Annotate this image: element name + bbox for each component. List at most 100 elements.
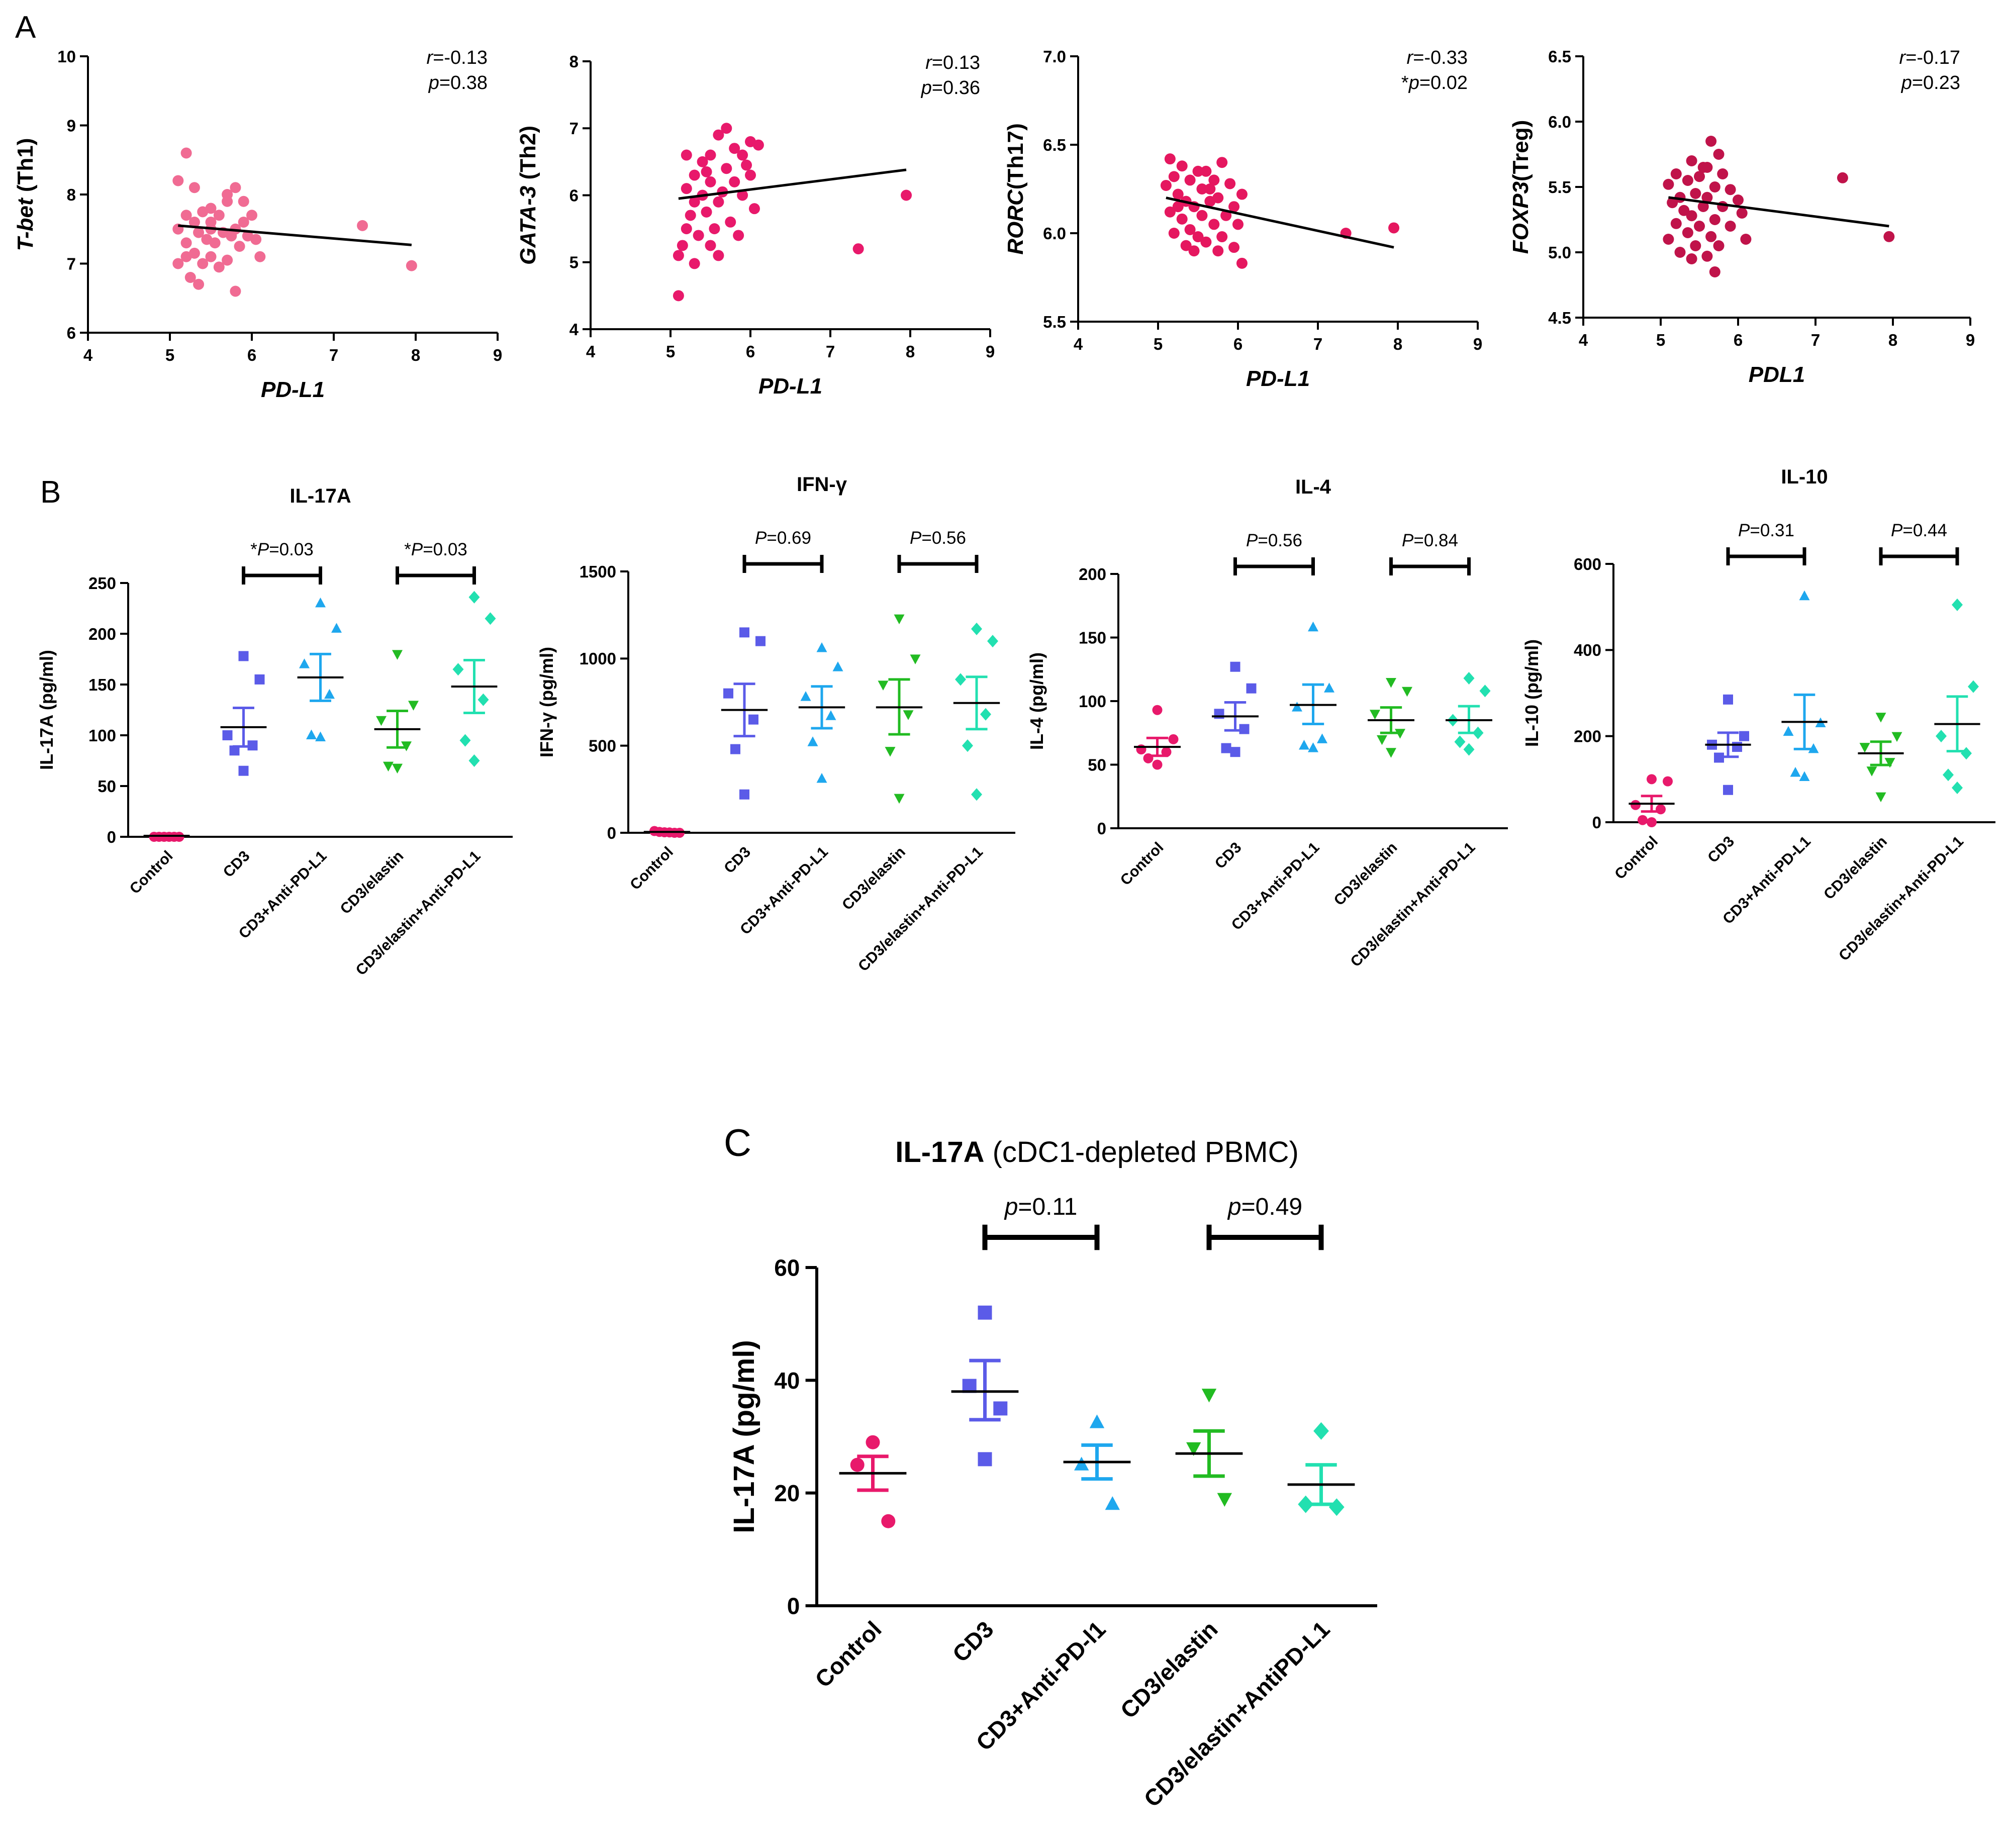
a2-y-tick-label: 8 (569, 52, 579, 71)
a2-data-point (677, 240, 688, 251)
a1-y-tick-label: 6 (67, 324, 76, 342)
a3-data-point (1236, 257, 1248, 269)
a4-stat-r: r=-0.17 (1899, 47, 1960, 68)
c1-title: IL-17A (cDC1-depleted PBMC) (895, 1136, 1299, 1169)
c1-y-tick-label: 60 (774, 1255, 800, 1281)
a4-data-point (1709, 266, 1721, 277)
a4-x-tick-label: 7 (1811, 331, 1820, 349)
a4-data-point (1686, 155, 1697, 166)
b4-data-point (1943, 768, 1954, 782)
a2-data-point (697, 156, 708, 167)
b3-data-point (1386, 748, 1396, 758)
b4-data-point (1631, 800, 1641, 810)
a3-y-tick-label: 5.5 (1043, 313, 1066, 331)
a3-y-tick-label: 6.0 (1043, 224, 1066, 243)
b4-data-point (1790, 766, 1801, 777)
a2-data-point (689, 258, 700, 269)
a2-data-point (729, 176, 740, 187)
b3-data-point (1377, 735, 1387, 745)
a1-data-point (250, 234, 262, 245)
c1-data-point (1328, 1498, 1345, 1516)
a4-data-point (1682, 227, 1693, 238)
b1-y-tick-label: 100 (88, 726, 116, 745)
panel-label-a: A (15, 10, 36, 45)
b2-p-value: P=0.56 (910, 528, 966, 548)
a4-data-point (1701, 191, 1713, 203)
c1-category-label: CD3/elastin (1115, 1616, 1223, 1723)
b3-data-point (1386, 678, 1396, 688)
b4-data-point (1968, 680, 1979, 693)
b4-y-tick-label: 400 (1574, 641, 1601, 659)
b3-data-point (1152, 759, 1163, 770)
a2-data-point (852, 243, 864, 255)
b2-data-point (910, 654, 921, 664)
a2-y-axis-label: GATA-3 (Th2) (516, 126, 540, 265)
a1-data-point (238, 196, 249, 207)
a1-data-point (172, 258, 184, 269)
b4-y-axis-label: IL-10 (pg/ml) (1521, 639, 1542, 747)
c1-data-point (850, 1457, 865, 1472)
a2-x-tick-label: 7 (826, 342, 835, 361)
c1-data-point (978, 1452, 992, 1467)
b4-data-point (1656, 804, 1666, 815)
a1-x-axis-label: PD-L1 (261, 377, 325, 402)
b2-data-point (971, 788, 982, 801)
a4-data-point (1725, 221, 1736, 232)
b4-data-point (1647, 817, 1657, 827)
b3-category-label: CD3 (1212, 839, 1245, 872)
a2-regression-line (678, 168, 907, 200)
b2-title: IFN-γ (797, 473, 847, 496)
b3-data-point (1463, 743, 1475, 756)
b1-data-point (477, 693, 489, 706)
b1-data-point (306, 729, 317, 739)
a1-data-point (254, 251, 266, 262)
b3-category-label: Control (1117, 839, 1167, 889)
a4-y-tick-label: 5.0 (1548, 243, 1571, 262)
a2-x-tick-label: 8 (906, 342, 915, 361)
a2-stat-r: r=0.13 (925, 52, 980, 73)
a1-data-point (180, 210, 192, 221)
c1-p-value: p=0.49 (1227, 1194, 1302, 1220)
b4-data-point (1952, 781, 1963, 794)
b2-data-point (816, 773, 827, 783)
b4-data-point (1723, 694, 1733, 705)
c1-y-tick-label: 40 (774, 1368, 800, 1394)
b1-data-point (222, 730, 233, 740)
b4-p-value: P=0.31 (1738, 521, 1794, 540)
a3-data-point (1196, 210, 1208, 221)
a2-data-point (721, 123, 732, 134)
b2-category-label: CD3/elastin (839, 844, 909, 914)
c1-data-point (1217, 1493, 1232, 1507)
b2-data-point (980, 708, 991, 721)
b2-data-point (955, 673, 966, 686)
b4-data-point (1936, 730, 1947, 743)
a3-x-tick-label: 7 (1313, 335, 1322, 353)
a2-y-tick-label: 5 (569, 253, 579, 272)
b3-data-point (1246, 683, 1257, 694)
a2-data-point (901, 189, 912, 201)
b2-data-point (723, 688, 733, 699)
a3-x-tick-label: 4 (1074, 335, 1083, 353)
a1-data-point (238, 217, 249, 228)
b2-y-tick-label: 0 (607, 824, 616, 842)
b1-y-axis-label: IL-17A (pg/ml) (36, 650, 57, 770)
a2-data-point (693, 230, 704, 241)
a2-data-point (685, 210, 696, 221)
a2-data-point (701, 206, 712, 218)
a4-data-point (1713, 149, 1725, 160)
b3-data-point (1299, 740, 1309, 750)
b1-data-point (315, 597, 326, 608)
a3-data-point (1224, 178, 1236, 189)
a1-data-point (197, 206, 209, 218)
b2-data-point (816, 642, 827, 652)
a3-data-point (1216, 231, 1228, 243)
a4-data-point (1678, 205, 1690, 216)
a2-data-point (713, 250, 724, 261)
b1-data-point (485, 612, 496, 625)
a4-regression-line (1668, 196, 1889, 228)
a3-data-point (1204, 183, 1216, 194)
a2-data-point (713, 129, 724, 141)
c1-data-point (881, 1514, 896, 1528)
a4-data-point (1709, 214, 1721, 225)
a2-data-point (733, 230, 744, 241)
